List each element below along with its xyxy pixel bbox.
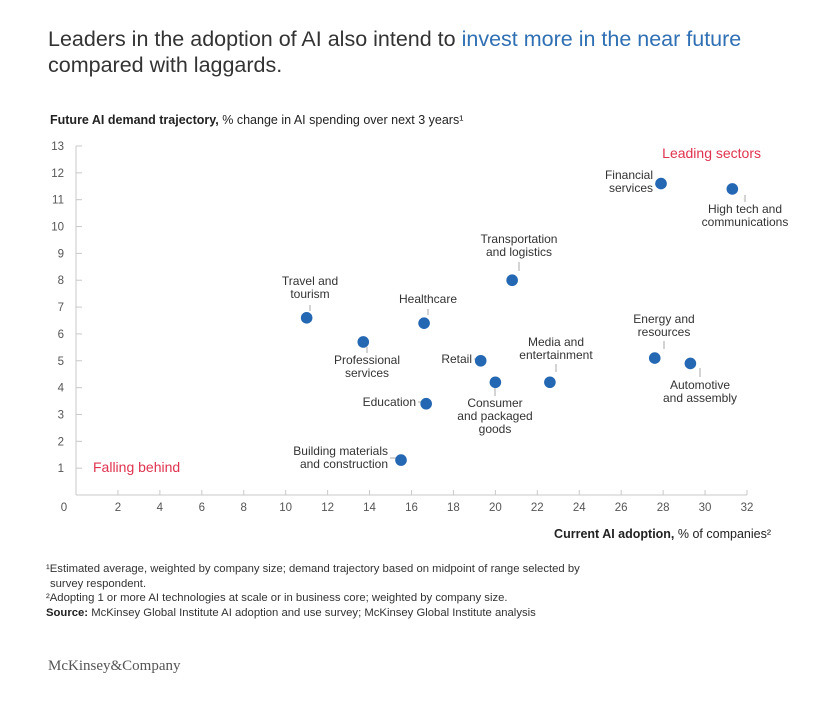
point-label: Retail — [441, 352, 472, 366]
y-tick-label: 6 — [58, 329, 64, 341]
data-point — [544, 376, 556, 389]
point-label: Transportation — [481, 232, 558, 246]
point-label: and logistics — [486, 245, 552, 259]
footnotes: ¹Estimated average, weighted by company … — [46, 562, 786, 620]
point-label: tourism — [290, 287, 329, 301]
point-label: Media and — [528, 335, 584, 349]
point-label: and packaged — [457, 409, 532, 423]
y-tick-label: 12 — [51, 168, 64, 180]
point-label: Professional — [334, 353, 400, 367]
point-label: Education — [363, 395, 416, 409]
x-tick-label: 14 — [363, 502, 376, 514]
data-point — [489, 376, 502, 389]
chart-title: Leaders in the adoption of AI also inten… — [48, 26, 818, 78]
x-tick-label: 0 — [61, 502, 67, 514]
y-tick-label: 11 — [52, 195, 64, 207]
point-label: Consumer — [467, 396, 522, 410]
data-point — [655, 177, 667, 190]
footnote-2: ²Adopting 1 or more AI technologies at s… — [46, 592, 508, 604]
point-label: Energy and — [633, 312, 694, 326]
y-tick-label: 9 — [58, 248, 64, 260]
x-tick-label: 12 — [321, 502, 334, 514]
title-part-1: Leaders in the adoption of AI also inten… — [48, 27, 462, 51]
title-highlight: invest more in the near future — [461, 27, 742, 51]
y-tick-label: 5 — [58, 356, 64, 368]
x-axis-title-rest: % of companies² — [674, 527, 771, 541]
x-tick-label: 16 — [405, 502, 418, 514]
y-tick-label: 3 — [58, 409, 64, 421]
x-tick-label: 30 — [699, 502, 712, 514]
point-label: services — [609, 181, 653, 195]
x-tick-label: 2 — [115, 502, 121, 514]
x-axis-title: Current AI adoption, % of companies² — [554, 527, 771, 541]
y-tick-label: 1 — [58, 463, 64, 475]
footnote-1-line-1: ¹Estimated average, weighted by company … — [46, 563, 580, 575]
point-label: communications — [702, 215, 789, 229]
data-point — [506, 274, 518, 287]
data-point — [395, 454, 407, 466]
point-label: goods — [479, 422, 512, 436]
point-label: and construction — [300, 457, 388, 471]
point-label: Automotive — [670, 378, 730, 392]
footnote-1-line-2: survey respondent. — [50, 577, 147, 590]
x-tick-label: 26 — [615, 502, 628, 514]
point-label: Healthcare — [399, 292, 457, 306]
x-tick-label: 20 — [489, 502, 502, 514]
point-label: Financial — [605, 168, 653, 182]
point-label: entertainment — [519, 348, 593, 362]
y-tick-label: 10 — [51, 222, 64, 234]
source-label: Source: — [46, 606, 89, 619]
point-label: High tech and — [708, 202, 782, 216]
x-tick-label: 10 — [279, 502, 292, 514]
y-tick-label: 13 — [51, 141, 64, 153]
x-tick-label: 4 — [157, 502, 164, 514]
point-label: resources — [638, 325, 691, 339]
x-tick-label: 32 — [741, 502, 754, 514]
point-label: Building materials — [293, 444, 388, 458]
company-logo: McKinsey&Company — [48, 658, 181, 674]
y-tick-label: 4 — [58, 383, 65, 395]
x-tick-label: 24 — [573, 502, 586, 514]
data-point — [474, 354, 487, 367]
y-axis-title-rest: % change in AI spending over next 3 year… — [218, 113, 464, 127]
data-point — [357, 336, 370, 348]
point-label: Travel and — [282, 274, 338, 288]
x-tick-label: 6 — [199, 502, 205, 514]
y-axis-title-bold: Future AI demand trajectory, — [50, 113, 219, 127]
data-point — [726, 183, 739, 195]
x-axis-title-bold: Current AI adoption, — [554, 527, 675, 541]
data-point — [418, 317, 430, 329]
y-tick-label: 8 — [58, 275, 64, 287]
region-label-falling: Falling behind — [93, 459, 180, 475]
title-part-2: compared with laggards. — [48, 53, 283, 77]
y-tick-label: 2 — [58, 436, 64, 448]
x-tick-label: 22 — [531, 502, 544, 514]
x-tick-label: 18 — [447, 502, 460, 514]
region-label-leading: Leading sectors — [662, 145, 761, 161]
data-point — [648, 352, 661, 364]
x-tick-label: 28 — [657, 502, 670, 514]
data-point — [300, 312, 313, 324]
x-tick-label: 8 — [241, 502, 247, 514]
source-note: Source: McKinsey Global Institute AI ado… — [46, 606, 786, 621]
point-label: and assembly — [663, 391, 737, 405]
y-tick-label: 7 — [58, 302, 64, 314]
point-label: services — [345, 366, 389, 380]
data-point — [684, 357, 697, 370]
data-point — [420, 397, 432, 410]
source-text: McKinsey Global Institute AI adoption an… — [88, 606, 536, 619]
y-axis-title: Future AI demand trajectory, % change in… — [50, 113, 463, 127]
